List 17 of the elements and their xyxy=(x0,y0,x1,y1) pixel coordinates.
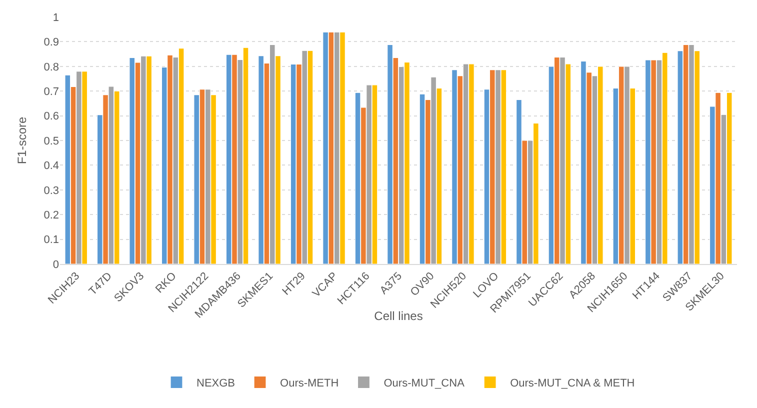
legend-label: Ours-METH xyxy=(280,378,339,390)
y-tick-label: 0.9 xyxy=(44,36,59,49)
y-tick-label: 0.2 xyxy=(44,209,59,222)
y-tick-label: 0.4 xyxy=(44,160,59,172)
y-tick-label: 0.1 xyxy=(44,234,59,246)
legend-label: Ours-MUT_CNA & METH xyxy=(510,378,635,390)
y-tick-label: 0.3 xyxy=(44,184,59,197)
legend-label: Ours-MUT_CNA xyxy=(384,378,466,390)
y-tick-label: 0.6 xyxy=(44,110,59,123)
y-tick-label: 0 xyxy=(52,258,59,271)
y-tick-label: 1 xyxy=(52,12,59,24)
legend-label: NEXGB xyxy=(196,378,236,390)
y-tick-label: 0.5 xyxy=(44,135,59,148)
y-tick-label: 0.7 xyxy=(44,86,59,98)
y-axis-title: F1-score xyxy=(15,116,29,164)
y-tick-label: 0.8 xyxy=(44,61,59,74)
x-axis-title: Cell lines xyxy=(374,309,423,324)
